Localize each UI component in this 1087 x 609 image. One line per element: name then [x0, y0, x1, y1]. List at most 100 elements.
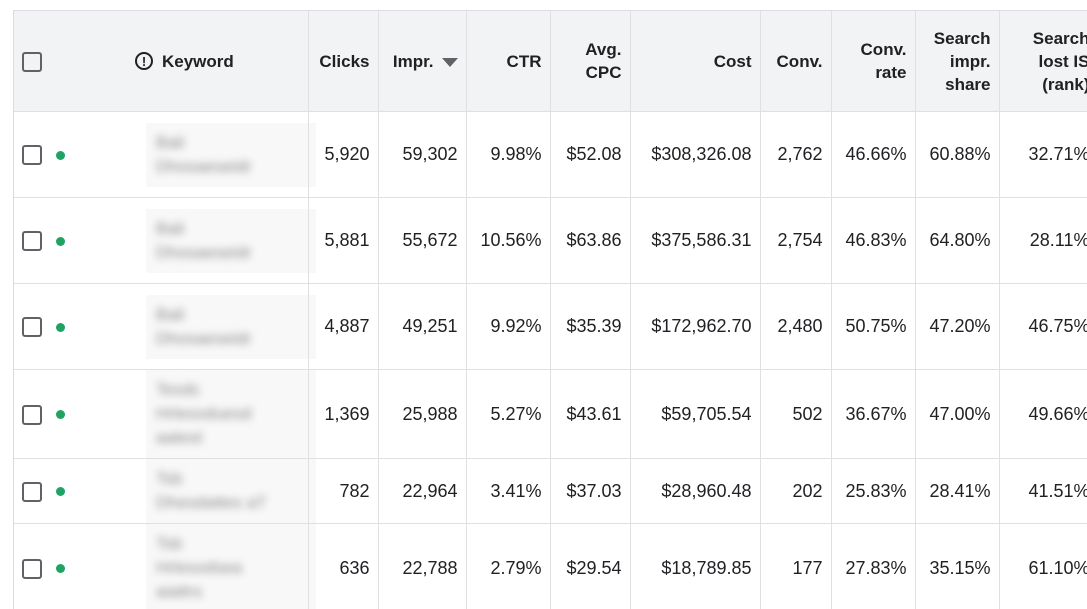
blurred-keyword-text: Tsb Hrlesodsea aiattrs	[146, 524, 316, 609]
search-impr-share-column-header[interactable]: Search impr. share	[915, 10, 1000, 112]
avg-cpc-cell: $35.39	[550, 283, 631, 370]
blurred-keyword-line: Bali	[156, 132, 185, 152]
blurred-keyword-line: Hrlesoduesd	[156, 404, 252, 423]
conv-rate-column-header[interactable]: Conv. rate	[831, 10, 916, 112]
ctr-cell: 3.41%	[466, 458, 551, 524]
cost-cell: $375,586.31	[630, 197, 761, 284]
table-row[interactable]: Tsb Hrlesodsea aiattrs 636 22,788 2.79% $29.54…	[14, 523, 1087, 609]
blurred-keyword-text: Tsb Dhesdattes aT	[146, 459, 316, 523]
conv-rate-header-label-line2: rate	[875, 63, 907, 82]
blurred-keyword-line: Dhosaeseidr	[156, 328, 252, 348]
avg-cpc-cell: $37.03	[550, 458, 631, 524]
row-checkbox[interactable]	[22, 145, 42, 166]
ctr-column-header[interactable]: CTR	[466, 10, 551, 112]
status-dot-icon	[56, 410, 65, 420]
impr-cell: 25,988	[378, 369, 467, 459]
row-checkbox[interactable]	[22, 558, 42, 579]
cost-cell: $18,789.85	[630, 523, 761, 609]
blurred-keyword-line: aatest	[156, 428, 203, 447]
row-checkbox[interactable]	[22, 481, 42, 502]
search-lost-cell: 28.11%	[999, 197, 1087, 284]
conv-cell: 177	[760, 523, 832, 609]
keywords-table-container: ! Keyword Clicks Impr. CTR Avg. CPC Cost …	[13, 10, 1087, 609]
impr-cell: 22,964	[378, 458, 467, 524]
search-impr-cell: 47.00%	[915, 369, 1000, 459]
blurred-keyword-line: Dhesdattes aT	[156, 493, 267, 512]
search-impr-cell: 64.80%	[915, 197, 1000, 284]
keyword-cell[interactable]: Tsb Hrlesodsea aiattrs	[96, 523, 316, 609]
ctr-header-label: CTR	[506, 51, 542, 71]
keyword-cell[interactable]: Bali Dhosaeseidr	[96, 283, 316, 370]
keyword-cell[interactable]: Tesdc Hrlesoduesd aatest	[96, 369, 316, 459]
search-lost-is-rank-column-header[interactable]: Search lost IS (rank)	[999, 10, 1087, 112]
search-impr-header-label-line3: share	[945, 74, 991, 94]
table-header: ! Keyword Clicks Impr. CTR Avg. CPC Cost …	[14, 10, 1087, 112]
table-row[interactable]: Bali Dhosaeseidr 5,881 55,672 10.56% $63.86 $3…	[14, 197, 1087, 284]
keyword-cell[interactable]: Bali Dhosaeseidr	[96, 197, 316, 284]
status-dot-icon	[56, 236, 65, 246]
avg-cpc-cell: $29.54	[550, 523, 631, 609]
table-row[interactable]: Bali Dhosaeseidr 5,920 59,302 9.98% $52.08 $30…	[14, 111, 1087, 198]
keyword-cell[interactable]: Tsb Dhesdattes aT	[96, 458, 316, 524]
select-all-checkbox[interactable]	[22, 52, 42, 73]
conv-cell: 2,754	[760, 197, 832, 284]
search-impr-cell: 60.88%	[915, 111, 1000, 198]
blurred-keyword-text: Bali Dhosaeseidr	[146, 208, 316, 273]
ctr-cell: 2.79%	[466, 523, 551, 609]
row-select-cell	[14, 523, 96, 609]
conv-header-label: Conv.	[776, 51, 823, 71]
keyword-cell[interactable]: Bali Dhosaeseidr	[96, 111, 316, 198]
keyword-column-header[interactable]: ! Keyword	[96, 10, 309, 112]
keywords-table: ! Keyword Clicks Impr. CTR Avg. CPC Cost …	[14, 10, 1087, 609]
impr-header-label: Impr.	[392, 51, 434, 71]
row-select-cell	[14, 111, 96, 198]
cost-column-header[interactable]: Cost	[630, 10, 761, 112]
blurred-keyword-text: Bali Dhosaeseidr	[146, 294, 316, 359]
row-checkbox[interactable]	[22, 317, 42, 338]
blurred-keyword-line: Tesdc	[156, 380, 201, 399]
sort-descending-icon[interactable]	[441, 57, 458, 67]
row-checkbox[interactable]	[22, 404, 42, 425]
blurred-keyword-line: Dhosaeseidr	[156, 242, 252, 262]
search-impr-cell: 28.41%	[915, 458, 1000, 524]
blurred-keyword-line: Tsb	[156, 469, 183, 488]
status-dot-icon	[56, 150, 65, 160]
blurred-keyword-line: aiattrs	[156, 582, 203, 601]
avg-cpc-cell: $52.08	[550, 111, 631, 198]
table-row[interactable]: Bali Dhosaeseidr 4,887 49,251 9.92% $35.39 $17…	[14, 283, 1087, 370]
conv-rate-cell: 27.83%	[831, 523, 916, 609]
row-select-cell	[14, 458, 96, 524]
clicks-cell: 5,881	[308, 197, 379, 284]
conv-rate-cell: 50.75%	[831, 283, 916, 370]
table-body: Bali Dhosaeseidr 5,920 59,302 9.98% $52.08 $30…	[14, 111, 1087, 609]
conv-column-header[interactable]: Conv.	[760, 10, 832, 112]
keyword-header-label: Keyword	[162, 51, 234, 71]
impr-cell: 49,251	[378, 283, 467, 370]
search-lost-header-label-line3: (rank)	[1042, 74, 1087, 94]
avg-cpc-cell: $63.86	[550, 197, 631, 284]
table-row[interactable]: Tsb Dhesdattes aT 782 22,964 3.41% $37.03 $28,…	[14, 458, 1087, 524]
clicks-column-header[interactable]: Clicks	[308, 10, 379, 112]
search-impr-cell: 35.15%	[915, 523, 1000, 609]
ctr-cell: 9.98%	[466, 111, 551, 198]
row-checkbox[interactable]	[22, 231, 42, 252]
blurred-keyword-line: Bali	[156, 304, 185, 324]
impr-column-header[interactable]: Impr.	[378, 10, 467, 112]
impr-cell: 55,672	[378, 197, 467, 284]
cost-cell: $59,705.54	[630, 369, 761, 459]
clicks-cell: 5,920	[308, 111, 379, 198]
search-lost-cell: 61.10%	[999, 523, 1087, 609]
ctr-cell: 10.56%	[466, 197, 551, 284]
search-lost-header-label-line2: lost IS	[1038, 51, 1087, 71]
cost-cell: $28,960.48	[630, 458, 761, 524]
row-select-cell	[14, 369, 96, 459]
table-row[interactable]: Tesdc Hrlesoduesd aatest 1,369 25,988 5.27% $4…	[14, 369, 1087, 459]
search-lost-header-label-line1: Search	[1032, 28, 1087, 48]
clicks-cell: 1,369	[308, 369, 379, 459]
avg-cpc-column-header[interactable]: Avg. CPC	[550, 10, 631, 112]
clicks-header-label: Clicks	[319, 51, 370, 71]
info-icon[interactable]: !	[135, 52, 153, 70]
search-lost-cell: 32.71%	[999, 111, 1087, 198]
ctr-cell: 5.27%	[466, 369, 551, 459]
search-lost-cell: 41.51%	[999, 458, 1087, 524]
